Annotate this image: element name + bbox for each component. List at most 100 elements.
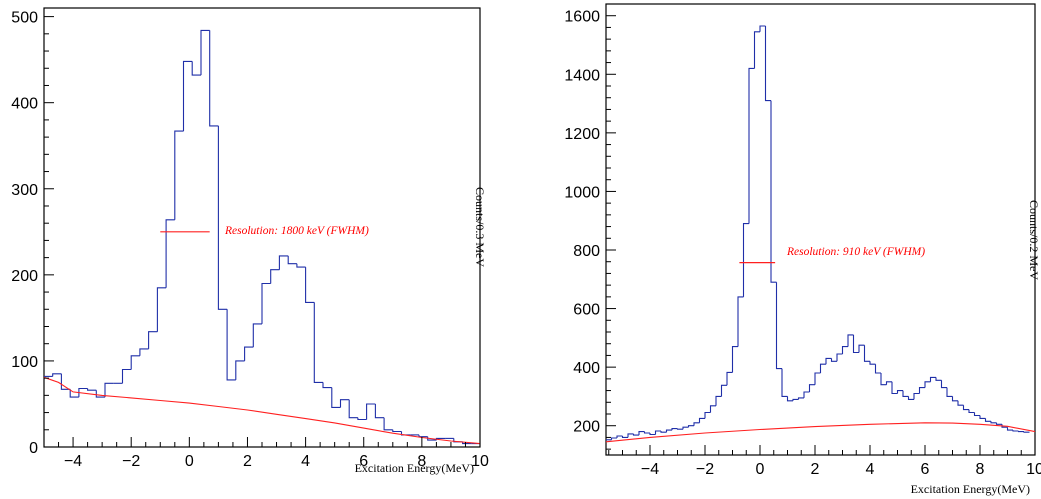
y-tick-label: 1000 bbox=[564, 184, 600, 201]
histogram-bin bbox=[715, 395, 722, 406]
x-axis-title: Excitation Energy(MeV) bbox=[911, 482, 1030, 496]
y-tick-label: 200 bbox=[11, 268, 38, 285]
histogram-bin bbox=[704, 411, 711, 419]
histogram-bin bbox=[226, 309, 236, 381]
background-fit-curve bbox=[43, 376, 481, 445]
x-tick-label: 2 bbox=[811, 461, 820, 478]
histogram-bin bbox=[742, 223, 749, 297]
x-tick-label: 2 bbox=[243, 453, 252, 470]
histogram-bin bbox=[357, 417, 367, 421]
histogram-bin bbox=[1017, 431, 1024, 433]
histogram-bin bbox=[797, 397, 804, 400]
histogram-bin bbox=[270, 269, 280, 284]
y-tick-label: 200 bbox=[573, 419, 600, 436]
histogram-bin bbox=[252, 323, 262, 348]
background-fit-layer bbox=[605, 422, 1036, 443]
histogram-bin bbox=[968, 409, 975, 414]
histogram-bin bbox=[322, 382, 332, 389]
histogram-bin bbox=[819, 363, 826, 373]
background-fit-curve bbox=[605, 422, 1036, 443]
histogram-bin bbox=[104, 382, 114, 398]
histogram-bin bbox=[687, 425, 694, 428]
right-panel: −4 −2 0 2 4 6 8 102004006008001000120014001600 … bbox=[564, 3, 1041, 496]
histogram-bin bbox=[748, 67, 755, 224]
histogram-bin bbox=[863, 345, 870, 362]
histogram-bin bbox=[52, 373, 62, 377]
histogram-bin bbox=[808, 384, 815, 392]
x-tick-label: 8 bbox=[976, 461, 985, 478]
histogram-bin bbox=[830, 358, 837, 362]
histogram-bin bbox=[287, 255, 297, 265]
histogram-bin bbox=[979, 415, 986, 419]
x-tick-label: 4 bbox=[866, 461, 875, 478]
histogram-bin bbox=[305, 267, 315, 303]
histogram-bin bbox=[698, 417, 705, 423]
y-tick-label: 100 bbox=[11, 354, 38, 371]
histogram-bin bbox=[759, 25, 766, 32]
histogram-bin bbox=[165, 219, 175, 288]
plot-frame bbox=[605, 3, 1036, 456]
histogram-bin bbox=[621, 436, 628, 438]
histogram-bin bbox=[69, 389, 79, 398]
histogram-bin bbox=[331, 387, 341, 408]
histogram-bin bbox=[781, 368, 788, 397]
x-tick-label: 6 bbox=[359, 453, 368, 470]
histogram-bin bbox=[693, 422, 700, 426]
x-tick-label: 10 bbox=[1026, 461, 1041, 478]
histogram-bin bbox=[616, 435, 623, 438]
y-tick-label: 1400 bbox=[564, 67, 600, 84]
histogram-bin bbox=[1001, 424, 1008, 428]
histogram-bin bbox=[946, 387, 953, 397]
x-tick-label: 6 bbox=[921, 461, 930, 478]
histogram-bin bbox=[907, 396, 914, 400]
y-axis-title: Counts/0.3 MeV bbox=[473, 187, 487, 267]
histogram-bin bbox=[896, 390, 903, 394]
histogram-bin bbox=[726, 371, 733, 386]
histogram-bin bbox=[632, 433, 639, 436]
histogram-bin bbox=[174, 130, 184, 220]
histogram-bin bbox=[261, 282, 271, 324]
histogram-bin bbox=[935, 377, 942, 381]
histogram-bin bbox=[682, 426, 689, 430]
histogram-bin bbox=[217, 125, 228, 310]
x-tick-label: 4 bbox=[301, 453, 310, 470]
histogram-bin bbox=[383, 417, 393, 431]
histogram-bin bbox=[957, 400, 964, 406]
histogram-bin bbox=[244, 346, 254, 361]
histogram-bin bbox=[731, 346, 738, 373]
histogram-bin bbox=[313, 302, 323, 383]
histogram-bin bbox=[610, 437, 617, 440]
histogram-bin bbox=[671, 428, 678, 431]
histogram-bin bbox=[902, 390, 909, 397]
histogram-bin bbox=[737, 296, 744, 347]
histogram-bin bbox=[814, 372, 821, 385]
histogram-bin bbox=[951, 396, 958, 402]
histogram-bin bbox=[156, 287, 167, 332]
histogram-bin bbox=[995, 422, 1002, 425]
histogram-bin bbox=[841, 346, 848, 354]
x-tick-label: 8 bbox=[417, 453, 426, 470]
histogram-bin bbox=[235, 360, 245, 380]
histogram-bin bbox=[95, 390, 105, 398]
histogram-bin bbox=[200, 29, 210, 76]
x-tick-label: −2 bbox=[122, 453, 140, 470]
histogram-bin bbox=[339, 399, 350, 408]
histogram-bin bbox=[825, 357, 832, 365]
histogram-bin bbox=[973, 412, 980, 417]
histogram-bin bbox=[891, 381, 898, 395]
histogram-bin bbox=[770, 100, 777, 283]
histogram-bin bbox=[940, 380, 947, 389]
x-tick-label: −4 bbox=[641, 461, 659, 478]
histogram-bin bbox=[709, 405, 716, 413]
histogram-bin bbox=[869, 361, 876, 365]
histogram-bin bbox=[913, 392, 920, 400]
x-tick-label: −2 bbox=[696, 461, 714, 478]
histogram-bin bbox=[786, 396, 793, 402]
histogram-bin bbox=[296, 263, 306, 268]
histogram-bin bbox=[753, 31, 760, 69]
histogram-bin bbox=[87, 388, 97, 391]
histogram-bin bbox=[852, 334, 859, 354]
histogram-bin bbox=[643, 431, 650, 434]
